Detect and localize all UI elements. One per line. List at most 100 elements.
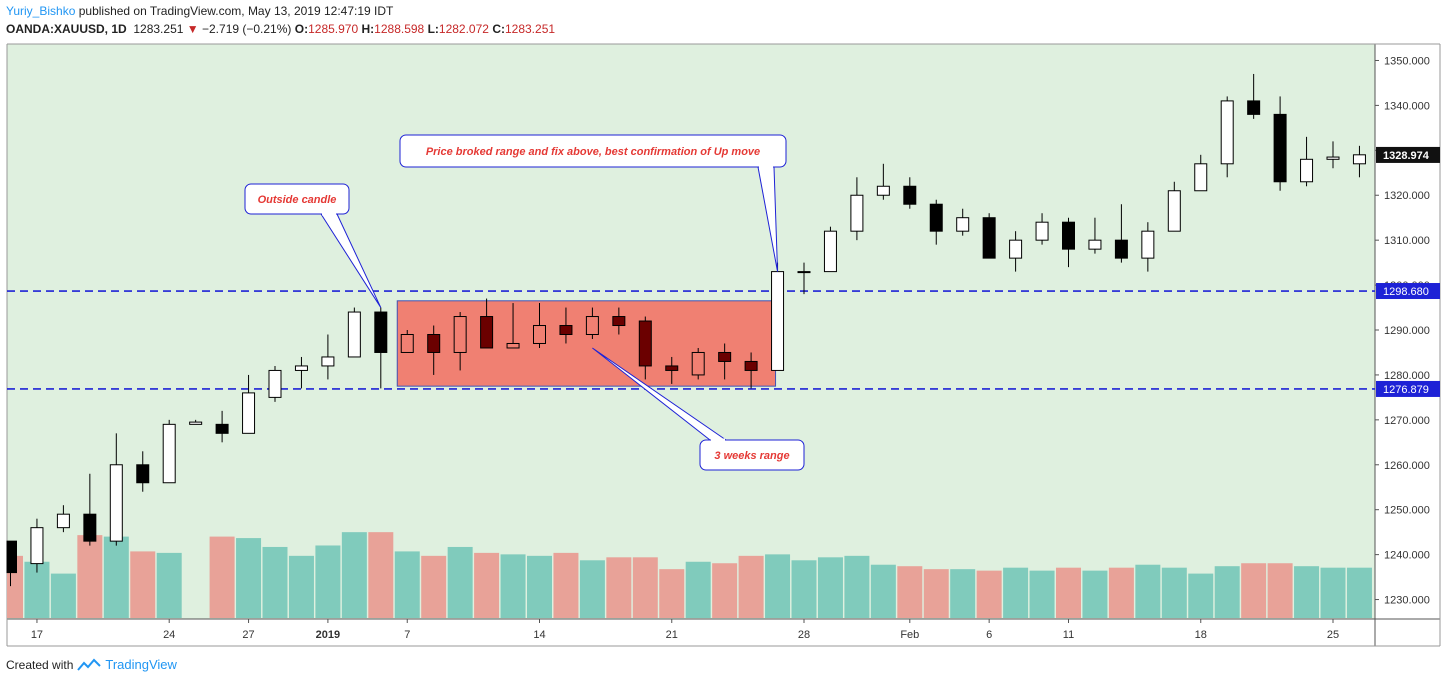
candle-body [83, 513, 97, 542]
x-tick-label: 28 [798, 629, 810, 641]
volume-bar [527, 555, 552, 618]
candle-body [1088, 239, 1102, 250]
candle-body [771, 271, 785, 371]
volume-bar [341, 532, 367, 618]
annotation-joint [711, 438, 725, 442]
x-tick-label: 18 [1195, 629, 1207, 641]
candle-body [215, 423, 229, 434]
candle-body [1194, 163, 1208, 192]
candle-body [1352, 154, 1366, 165]
low-value: 1282.072 [438, 22, 489, 36]
annotation-range: 3 weeks range [592, 347, 805, 471]
x-tick-label: Feb [900, 629, 919, 641]
candle-body [823, 230, 837, 273]
y-tick-label: 1240.000 [1384, 550, 1430, 562]
candle-body [1114, 239, 1128, 259]
volume-bar [553, 552, 579, 618]
annotation-text: Price broked range and fix above, best c… [426, 146, 760, 158]
last-price: 1283.251 [133, 22, 184, 36]
volume-bar [315, 545, 341, 618]
volume-bar [262, 546, 288, 618]
candle-body [480, 316, 494, 349]
candle-body [453, 316, 467, 353]
annotation-pointer [320, 213, 382, 308]
candle-body [876, 185, 890, 196]
candle-body [374, 311, 388, 353]
volume-bar [1214, 566, 1240, 618]
y-tick-label: 1250.000 [1384, 505, 1430, 517]
candle-body [612, 316, 626, 327]
candle-body [850, 194, 864, 232]
x-tick-label: 24 [163, 629, 175, 641]
candle-body [797, 271, 811, 274]
candle-body [956, 217, 970, 232]
candle-body [1035, 221, 1049, 241]
annotation-outside: Outside candle [244, 183, 382, 308]
open-label: O: [294, 22, 309, 36]
candle-body [744, 360, 758, 371]
volume-bar [712, 563, 738, 618]
author-link[interactable]: Yuriy_Bishko [6, 4, 76, 18]
annotation-pointer [592, 347, 727, 441]
annotation-box [399, 134, 787, 168]
volume-bar [421, 555, 447, 618]
volume-bar [288, 555, 314, 618]
x-tick-label: 27 [242, 629, 254, 641]
candle-body [242, 392, 256, 434]
candle-body [56, 513, 70, 529]
volume-bar [765, 554, 791, 618]
x-tick-label: 7 [404, 629, 410, 641]
volume-bar [685, 561, 711, 618]
volume-bar [447, 546, 473, 618]
y-tick-label: 1270.000 [1384, 415, 1430, 427]
volume-bar [817, 557, 843, 618]
candle-body [903, 185, 917, 205]
volume-bar [976, 570, 1002, 618]
volume-bar [870, 564, 896, 618]
volume-bar [209, 536, 235, 618]
volume-bar [394, 551, 420, 618]
candle-body [1220, 100, 1234, 165]
volume-bar [1188, 573, 1214, 618]
open-value: 1285.970 [308, 22, 359, 36]
candle-body [638, 320, 652, 367]
volume-bar [1267, 563, 1293, 618]
annotation-pointer [757, 166, 779, 272]
candle-body [30, 527, 44, 565]
annotation-box [699, 439, 805, 471]
created-with-text: Created with [6, 657, 74, 672]
volume-bar [1003, 567, 1029, 618]
volume-bar [1108, 567, 1134, 618]
volume-bar [1320, 567, 1346, 618]
candle-body [533, 325, 546, 344]
y-tick-label: 1290.000 [1384, 325, 1430, 337]
volume-bar [632, 557, 658, 618]
tradingview-brand[interactable]: TradingView [105, 657, 177, 672]
candle-body [136, 464, 150, 484]
y-tick-label: 1310.000 [1384, 235, 1430, 247]
candle-body [189, 421, 203, 425]
level-price-tag [1376, 380, 1440, 397]
tradingview-logo-icon [77, 658, 102, 671]
candle-body [1141, 230, 1155, 259]
y-tick-label: 1340.000 [1384, 100, 1430, 112]
volume-bar [844, 555, 870, 618]
volume-bar [77, 535, 103, 618]
candle-body [268, 369, 282, 398]
publish-line: Yuriy_Bishko published on TradingView.co… [6, 4, 393, 18]
low-label: L: [427, 22, 439, 36]
candle-body [1062, 221, 1075, 250]
high-value: 1288.598 [374, 22, 425, 36]
candle-body [929, 203, 943, 232]
volume-bar [791, 560, 817, 618]
volume-bar [950, 569, 976, 618]
volume-bar [156, 552, 182, 618]
volume-bar [1135, 564, 1161, 618]
candle-body [559, 325, 573, 335]
volume-bar [1029, 570, 1055, 618]
volume-bar [1082, 570, 1108, 618]
volume-bar [474, 552, 500, 618]
y-tick-label: 1350.000 [1384, 55, 1430, 67]
candle-body [1300, 158, 1314, 183]
